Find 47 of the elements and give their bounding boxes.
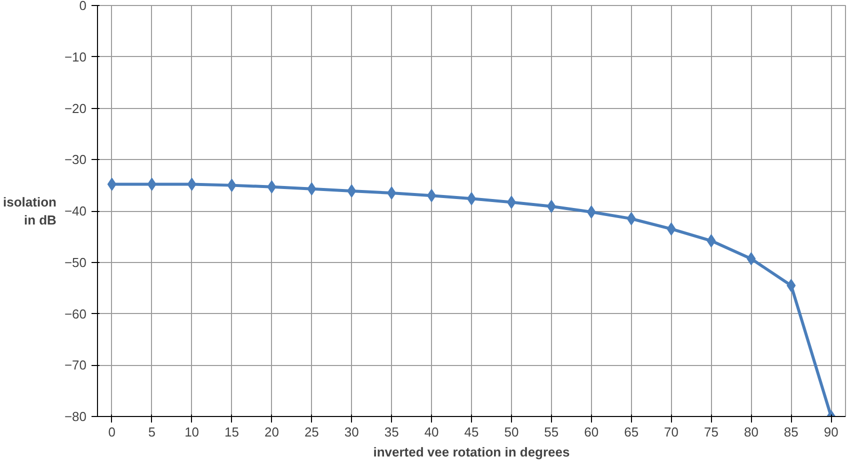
x-tick-label: 30 — [344, 424, 359, 440]
point — [586, 206, 596, 219]
y-axis-title: isolation in dB — [3, 194, 57, 228]
x-tick-label: 0 — [108, 424, 116, 440]
point — [666, 222, 676, 236]
x-tick-label: 70 — [664, 424, 679, 440]
x-tick-label: 65 — [624, 424, 639, 440]
y-tick-label: −70 — [64, 358, 87, 373]
x-tick-label: 15 — [224, 424, 239, 440]
x-tick-label: 85 — [784, 424, 798, 440]
point — [427, 189, 436, 202]
x-tick-label: 10 — [184, 424, 200, 440]
point — [387, 186, 396, 200]
x-tick-label: 25 — [304, 424, 319, 440]
x-tick-label: 60 — [584, 424, 599, 440]
point — [187, 178, 196, 191]
point — [746, 252, 756, 266]
y-tick-label: −20 — [64, 100, 87, 116]
x-tick-label: 90 — [824, 424, 838, 440]
x-tick-label: 45 — [464, 424, 479, 440]
point — [267, 180, 276, 194]
y-tick-label: −30 — [64, 152, 87, 168]
x-tick-label: 20 — [264, 424, 279, 440]
x-tick-label: 75 — [704, 424, 718, 440]
y-tick-label: −10 — [64, 49, 87, 64]
point — [347, 184, 356, 198]
point — [706, 234, 716, 248]
point — [107, 178, 116, 191]
x-tick-label: 55 — [544, 424, 559, 440]
x-tick-label: 80 — [744, 424, 758, 440]
x-axis-title: inverted vee rotation in degrees — [373, 444, 570, 460]
point — [307, 182, 316, 196]
point — [506, 196, 516, 209]
point — [227, 178, 236, 192]
y-tick-label: 0 — [79, 0, 87, 13]
y-tick-label: −40 — [64, 204, 87, 218]
x-tick-label: 5 — [148, 424, 156, 440]
y-tick-label: −80 — [64, 409, 87, 424]
x-tick-label: 35 — [384, 424, 399, 440]
point — [546, 200, 556, 213]
x-tick-label: 40 — [424, 424, 439, 440]
y-tick-label: −50 — [64, 254, 87, 270]
point — [786, 278, 796, 292]
x-tick-label: 50 — [504, 424, 519, 440]
y-tick-label: −60 — [64, 306, 87, 322]
point — [626, 212, 636, 226]
point — [147, 178, 156, 191]
